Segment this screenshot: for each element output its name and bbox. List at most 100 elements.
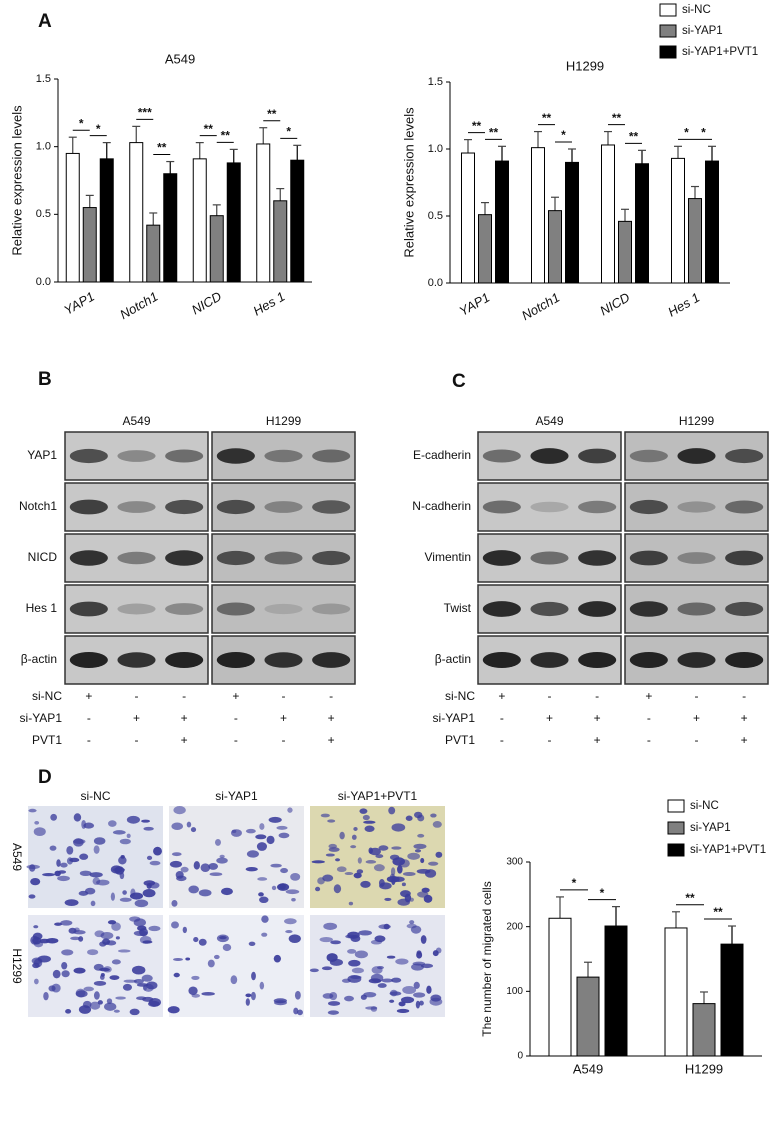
cell [410,925,422,934]
cell [432,821,442,828]
cell [336,866,347,873]
blot-band [677,552,716,564]
cell [222,943,232,952]
legend-swatch [659,24,677,38]
cell [153,846,162,856]
cell [142,996,154,1002]
cell [56,859,61,867]
protein-label: YAP1 [27,448,57,462]
legend-label: si-YAP1+PVT1 [690,844,766,856]
cell [198,938,207,946]
blot-band [264,449,303,463]
cell [402,985,417,995]
cell [216,857,228,864]
cell [93,991,100,1000]
bar [692,1003,716,1057]
condition-mark: - [695,733,699,747]
legend-swatch [667,843,685,857]
significance-label: ** [204,122,214,136]
cell [245,998,250,1006]
cell [284,918,297,925]
cell [424,869,437,878]
cell [143,826,154,831]
cell [60,920,73,926]
cell [230,975,238,985]
cell [148,1000,160,1007]
condition-label: si-YAP1 [20,711,63,725]
cell [391,823,406,832]
cell [378,845,389,851]
condition-mark: + [181,733,188,747]
cell [363,820,376,824]
micrograph-bg [28,806,163,908]
micrograph-bg [169,806,304,908]
chart-title: A549 [165,51,195,66]
cell [379,882,392,890]
blot-band [264,652,303,668]
cell [271,885,277,891]
cell [117,949,131,953]
blot-band [69,550,108,566]
cell [73,813,82,822]
cell [134,899,149,908]
blot-band [482,601,521,617]
protein-label: NICD [28,550,58,564]
condition-label: si-NC [445,689,475,703]
y-tick-label: 0.5 [36,208,51,220]
cell [119,838,131,845]
cell [258,892,264,897]
cell [129,916,141,922]
significance-label: * [79,116,84,130]
y-axis-label: Relative expression levels [401,107,416,258]
blot-band [677,652,716,668]
blot-band [117,551,156,565]
cell [363,991,377,998]
cell [60,862,68,868]
cell [64,899,79,907]
cell [278,832,290,839]
cell [93,845,100,854]
blot-band [312,550,351,566]
cell [171,852,182,857]
blot-band [165,652,204,668]
condition-mark: + [741,733,748,747]
blot-band [677,448,716,464]
cell [110,865,123,874]
bar [273,200,288,283]
blot-band [117,603,156,615]
cell [104,1002,117,1011]
blot-band [312,603,351,615]
condition-mark: + [645,689,652,703]
cell [245,828,256,834]
cell [113,1009,120,1013]
cell [122,890,127,895]
cell [261,932,268,937]
cell [417,833,425,838]
blot-band [312,652,351,668]
cell [420,935,427,944]
condition-mark: + [328,711,335,725]
cell [375,854,384,859]
bar [192,158,207,283]
cell [413,811,423,819]
cell [389,991,402,996]
legend-label: si-YAP1+PVT1 [682,46,758,58]
cell [389,999,395,1003]
condition-label: PVT1 [445,733,475,747]
cell [176,875,187,882]
bar [256,143,271,283]
cell [246,850,259,858]
cell [400,996,415,1004]
cell [377,965,384,970]
bar [531,147,545,284]
blot-band [117,450,156,462]
bar [99,158,114,283]
cell [287,807,293,813]
cell [365,860,377,864]
blot-band [629,449,668,463]
cell [149,860,161,866]
cell [61,970,70,978]
protein-label: E-cadherin [413,448,471,462]
cell [373,864,385,872]
bar [495,160,509,284]
